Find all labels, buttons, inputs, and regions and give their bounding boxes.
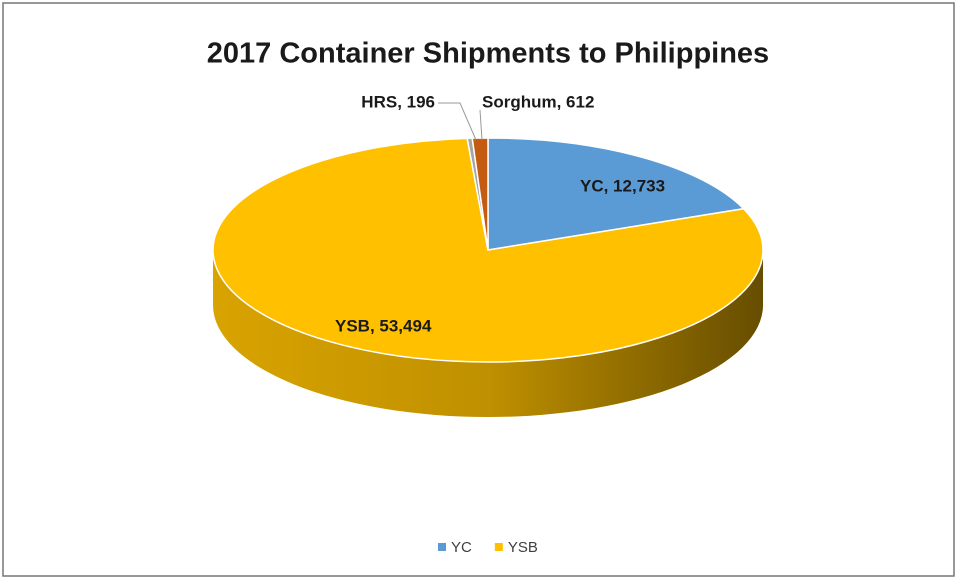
legend-label: YC: [451, 539, 472, 556]
data-label: HRS, 196: [361, 92, 435, 111]
data-label: YC, 12,733: [580, 176, 665, 195]
data-label: Sorghum, 612: [482, 92, 594, 111]
slice-side-shade: [213, 250, 763, 417]
chart-title: 2017 Container Shipments to Philippines: [207, 38, 769, 70]
leader-line: [479, 109, 483, 141]
legend-swatch: [438, 543, 446, 551]
leader-line: [438, 102, 477, 141]
slice: [212, 137, 764, 363]
slice: [471, 137, 489, 251]
slice: [487, 137, 746, 251]
legend-swatch: [494, 543, 503, 551]
data-label: YSB, 53,494: [335, 316, 432, 335]
legend-label: YSB: [508, 539, 538, 556]
